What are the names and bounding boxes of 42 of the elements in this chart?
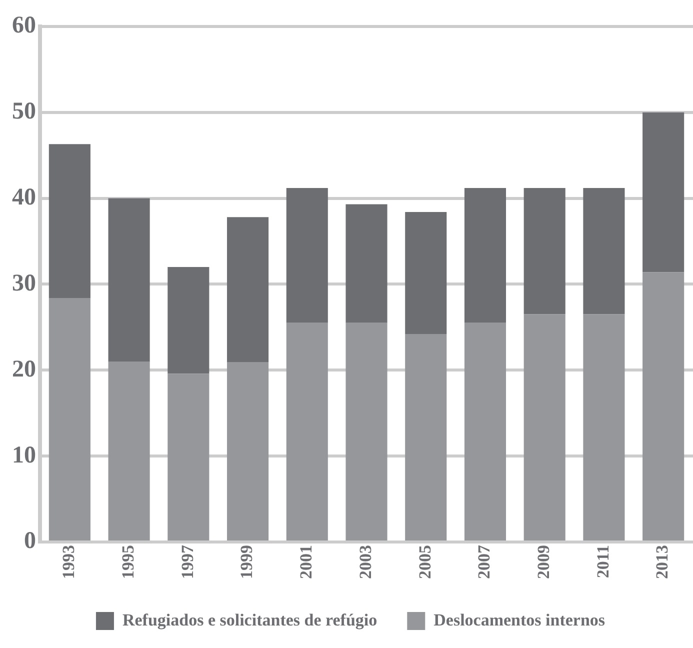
x-tick-label: 2013 [652,545,672,579]
x-tick-label: 2011 [593,545,612,578]
bar [286,322,328,540]
y-tick-label: 30 [12,270,36,296]
bar [226,362,269,540]
y-tick-label: 20 [12,356,36,382]
bar [48,144,90,298]
y-tick-label: 50 [12,98,36,125]
legend-label: Deslocamentos internos [434,610,606,630]
bar [346,204,388,323]
y-tick-label: 10 [12,442,36,468]
bar [48,298,90,540]
bar [464,188,506,323]
x-tick-label: 2003 [356,545,375,579]
bar [168,374,210,540]
bar [226,217,269,362]
bar [286,188,328,323]
bar [168,267,210,374]
bar [642,272,684,540]
bar [405,334,447,540]
x-tick-label: 2009 [534,545,553,579]
bar [346,322,388,540]
bar [583,314,625,540]
x-tick-label: 1993 [59,545,78,579]
bar [108,362,150,540]
bar [405,212,447,334]
legend-label: Refugiados e solicitantes de refúgio [122,610,378,630]
bar [108,198,150,362]
y-tick-label: 40 [12,184,36,210]
y-tick-label: 60 [12,12,36,39]
bar [524,314,566,540]
x-tick-label: 1995 [118,545,138,579]
bar [524,188,566,314]
y-tick-label: 0 [24,528,36,554]
bar [464,322,506,540]
bar [583,188,625,314]
x-tick-label: 2007 [474,544,494,579]
x-tick-label: 1999 [237,545,256,579]
x-tick-label: 1997 [178,544,197,579]
x-tick-label: 2005 [415,545,434,579]
bar [642,112,684,272]
x-tick-label: 2001 [296,545,316,579]
